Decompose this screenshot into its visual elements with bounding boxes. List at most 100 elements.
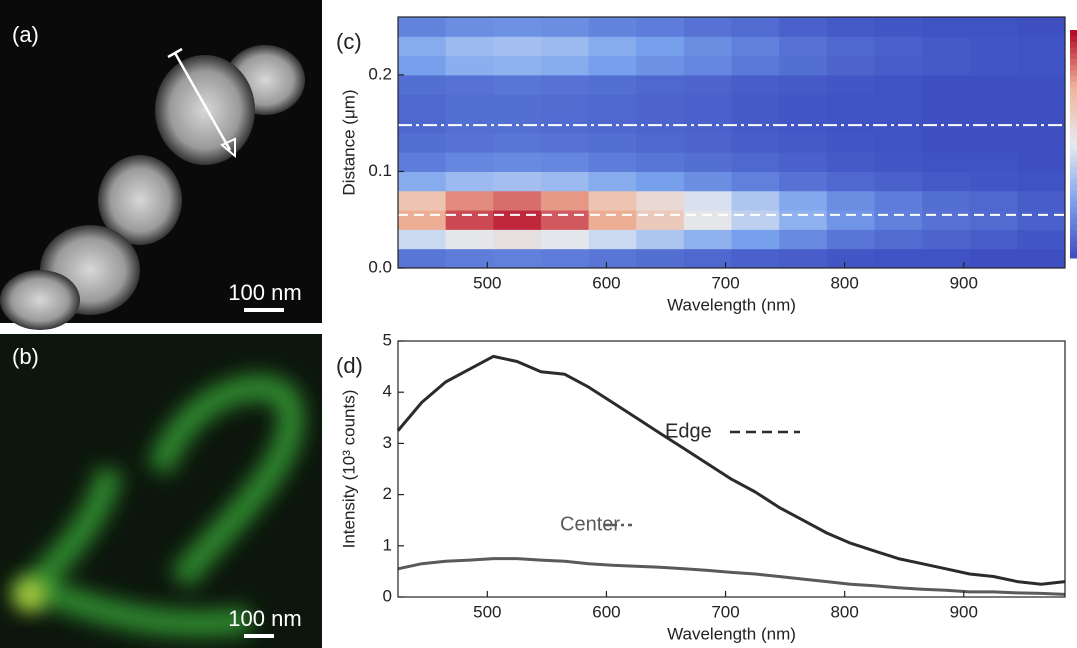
- colorbar-segment: [1070, 178, 1077, 185]
- heatmap-cell: [826, 171, 875, 192]
- heatmap-cell: [826, 152, 875, 172]
- heatmap-cell: [540, 190, 590, 211]
- x-tick-label: 700: [711, 602, 739, 621]
- heatmap-cell: [445, 17, 494, 37]
- heatmap-cell: [540, 171, 590, 192]
- colorbar-segment: [1070, 132, 1077, 139]
- heatmap-cell: [683, 55, 732, 76]
- heatmap-cell: [493, 17, 542, 37]
- heatmap-cell: [540, 36, 590, 57]
- heatmap-cell: [922, 190, 971, 211]
- heatmap-cell: [969, 210, 1018, 230]
- heatmap-cell: [779, 36, 828, 57]
- heatmap-cell: [1017, 190, 1066, 211]
- x-tick-label: 600: [592, 602, 620, 621]
- colorbar-segment: [1070, 30, 1077, 37]
- heatmap-cell: [779, 171, 828, 192]
- heatmap-cell: [922, 229, 971, 250]
- heatmap-cell: [874, 74, 923, 95]
- scale-bar: [244, 634, 274, 638]
- heatmap-cell: [1017, 132, 1066, 153]
- heatmap-cell: [636, 36, 685, 57]
- heatmap-cell: [1017, 171, 1066, 192]
- heatmap-cell: [683, 171, 732, 192]
- heatmap-cell: [731, 190, 780, 211]
- heatmap-cell: [683, 17, 732, 37]
- series-line: [396, 354, 1066, 586]
- heatmap-cell: [731, 210, 780, 230]
- heatmap-cell: [779, 248, 828, 269]
- heatmap-cell: [398, 210, 447, 230]
- heatmap-cell: [493, 210, 542, 230]
- colorbar-segment: [1070, 166, 1077, 173]
- heatmap-cell: [969, 113, 1018, 134]
- heatmap-cell: [493, 229, 542, 250]
- heatmap-cell: [731, 74, 780, 95]
- heatmap-cell: [683, 210, 732, 230]
- heatmap-cell: [540, 113, 590, 134]
- heatmap-cell: [636, 74, 685, 95]
- heatmap-cell: [1017, 17, 1066, 37]
- heatmap-cell: [540, 248, 590, 269]
- x-tick-label: 900: [950, 273, 978, 292]
- heatmap-cell: [874, 55, 923, 76]
- y-tick-label: 5: [383, 330, 392, 349]
- colorbar-segment: [1070, 58, 1077, 65]
- arrow-head: [220, 137, 236, 159]
- heatmap-cell: [969, 190, 1018, 211]
- heatmap-cell: [445, 190, 494, 211]
- y-tick-label: 4: [383, 382, 392, 401]
- x-tick-label: 500: [473, 273, 501, 292]
- colorbar-segment: [1070, 47, 1077, 54]
- heatmap-cell: [540, 152, 590, 172]
- arrow-cap: [167, 47, 183, 59]
- x-tick-label: 800: [830, 602, 858, 621]
- heatmap-cell: [874, 36, 923, 57]
- y-tick-label: 2: [383, 484, 392, 503]
- image-b: (b) 100 nm: [0, 334, 322, 648]
- heatmap-cell: [636, 248, 685, 269]
- heatmap-cell: [874, 132, 923, 153]
- colorbar-segment: [1070, 161, 1077, 168]
- heatmap-cell: [588, 248, 637, 269]
- heatmap-cell: [922, 74, 971, 95]
- heatmap-cell: [398, 74, 447, 95]
- heatmap-cell: [398, 113, 447, 134]
- colorbar-segment: [1070, 64, 1077, 71]
- heatmap-cell: [1017, 36, 1066, 57]
- heatmap-cell: [874, 152, 923, 172]
- heatmap-cell: [636, 210, 685, 230]
- heatmap-cell: [493, 152, 542, 172]
- heatmap-cell: [636, 229, 685, 250]
- heatmap-cell: [731, 152, 780, 172]
- y-tick-label: 1: [383, 535, 392, 554]
- colorbar-segment: [1070, 240, 1077, 248]
- heatmap-cell: [683, 190, 732, 211]
- heatmap-cell: [636, 113, 685, 134]
- scale-bar: [244, 308, 284, 312]
- colorbar-segment: [1070, 144, 1077, 151]
- heatmap-cell: [493, 55, 542, 76]
- heatmap-cell: [540, 17, 590, 37]
- heatmap-cell: [493, 190, 542, 211]
- y-axis-label: Distance (μm): [339, 89, 358, 195]
- heatmap-cell: [969, 94, 1018, 115]
- heatmap-cell: [922, 152, 971, 172]
- heatmap-cell: [826, 74, 875, 95]
- heatmap-cell: [826, 55, 875, 76]
- heatmap-cell: [588, 171, 637, 192]
- heatmap-cell: [636, 132, 685, 153]
- x-tick-label: 600: [592, 273, 620, 292]
- colorbar-segment: [1070, 201, 1077, 208]
- heatmap-cell: [826, 190, 875, 211]
- colorbar-segment: [1070, 183, 1077, 191]
- heatmap-cell: [969, 229, 1018, 250]
- heatmap-cell: [779, 17, 828, 37]
- heatmap-cell: [445, 248, 494, 269]
- heatmap-cell: [445, 229, 494, 250]
- arrow: [173, 52, 232, 151]
- heatmap-cell: [731, 55, 780, 76]
- heatmap-cell: [1017, 94, 1066, 115]
- heatmap-cell: [493, 36, 542, 57]
- legend-label: Center: [560, 513, 620, 535]
